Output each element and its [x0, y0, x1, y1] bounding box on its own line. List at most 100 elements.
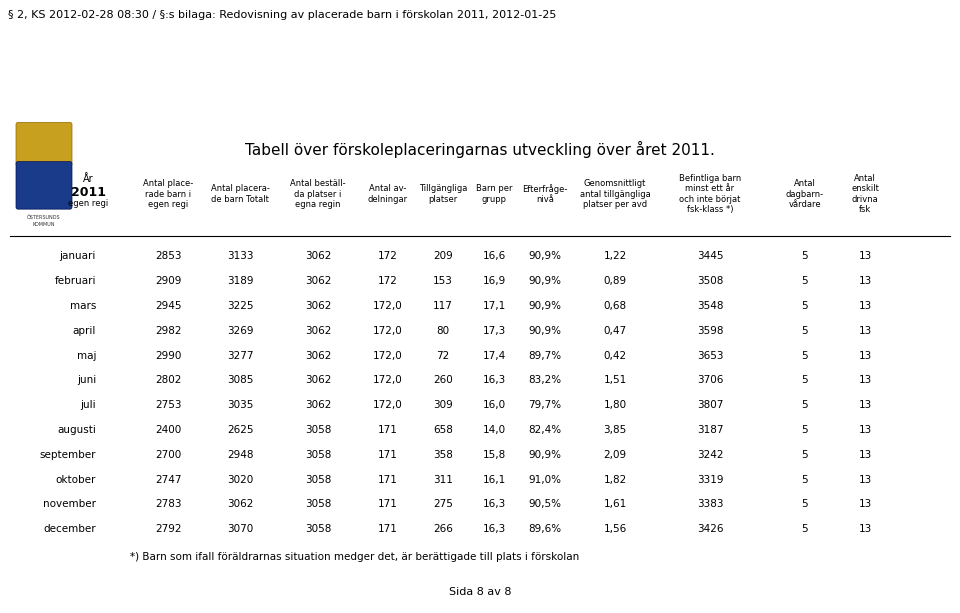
Text: 5: 5	[802, 524, 808, 534]
Text: 2400: 2400	[155, 425, 181, 435]
Text: 3062: 3062	[305, 400, 331, 410]
Text: 5: 5	[802, 375, 808, 386]
Text: 13: 13	[858, 375, 872, 386]
Text: 171: 171	[378, 500, 398, 509]
Text: egen regi: egen regi	[148, 200, 188, 209]
FancyBboxPatch shape	[16, 123, 72, 166]
Text: 3225: 3225	[227, 301, 253, 311]
Text: 17,3: 17,3	[482, 326, 506, 336]
Text: 3062: 3062	[305, 276, 331, 286]
Text: dagbarn-: dagbarn-	[786, 189, 824, 199]
Text: 13: 13	[858, 425, 872, 435]
Text: ÖSTERSUNDS: ÖSTERSUNDS	[27, 215, 60, 220]
Text: 2909: 2909	[155, 276, 181, 286]
Text: 14,0: 14,0	[483, 425, 506, 435]
Text: oktober: oktober	[56, 474, 96, 485]
Text: 89,7%: 89,7%	[528, 351, 562, 360]
Text: 16,3: 16,3	[482, 500, 506, 509]
Text: 13: 13	[858, 500, 872, 509]
Text: 16,3: 16,3	[482, 524, 506, 534]
Text: 2853: 2853	[155, 251, 181, 262]
Text: 275: 275	[433, 500, 453, 509]
Text: 16,6: 16,6	[482, 251, 506, 262]
Text: 260: 260	[433, 375, 453, 386]
Text: 0,68: 0,68	[604, 301, 627, 311]
Text: 13: 13	[858, 301, 872, 311]
Text: 3062: 3062	[305, 326, 331, 336]
Text: 2625: 2625	[227, 425, 253, 435]
Text: Antal placera-: Antal placera-	[210, 185, 270, 193]
Text: Tabell över förskoleplaceringarnas utveckling över året 2011.: Tabell över förskoleplaceringarnas utvec…	[245, 141, 715, 158]
Text: 658: 658	[433, 425, 453, 435]
Text: platser: platser	[428, 195, 458, 204]
Text: 171: 171	[378, 450, 398, 460]
Text: augusti: augusti	[58, 425, 96, 435]
Text: 5: 5	[802, 301, 808, 311]
Text: 358: 358	[433, 450, 453, 460]
Text: 3277: 3277	[227, 351, 253, 360]
Text: 172: 172	[378, 251, 398, 262]
Text: egna regin: egna regin	[296, 200, 341, 209]
Text: 3058: 3058	[305, 450, 331, 460]
Text: 2783: 2783	[155, 500, 181, 509]
Text: 172,0: 172,0	[373, 375, 403, 386]
Text: september: september	[39, 450, 96, 460]
Text: 5: 5	[802, 276, 808, 286]
Text: 3058: 3058	[305, 500, 331, 509]
Text: 2802: 2802	[155, 375, 181, 386]
Text: Antal beställ-: Antal beställ-	[290, 179, 346, 188]
Text: april: april	[73, 326, 96, 336]
Text: Barn per: Barn per	[476, 185, 513, 193]
Text: minst ett år: minst ett år	[685, 185, 734, 193]
Text: 5: 5	[802, 326, 808, 336]
Text: 172,0: 172,0	[373, 326, 403, 336]
Text: 15,8: 15,8	[482, 450, 506, 460]
Text: 3058: 3058	[305, 524, 331, 534]
Text: maj: maj	[77, 351, 96, 360]
Text: 3062: 3062	[305, 351, 331, 360]
Text: 90,9%: 90,9%	[529, 301, 562, 311]
Text: 13: 13	[858, 474, 872, 485]
Text: 3020: 3020	[227, 474, 253, 485]
Text: juli: juli	[81, 400, 96, 410]
Text: 5: 5	[802, 425, 808, 435]
Text: 90,9%: 90,9%	[529, 251, 562, 262]
Text: 17,1: 17,1	[482, 301, 506, 311]
Text: 5: 5	[802, 251, 808, 262]
Text: februari: februari	[55, 276, 96, 286]
Text: 2747: 2747	[155, 474, 181, 485]
Text: platser per avd: platser per avd	[583, 200, 647, 209]
Text: 171: 171	[378, 474, 398, 485]
Text: 2011: 2011	[70, 186, 106, 199]
Text: Sida 8 av 8: Sida 8 av 8	[448, 587, 512, 597]
FancyBboxPatch shape	[16, 162, 72, 209]
Text: november: november	[43, 500, 96, 509]
Text: 13: 13	[858, 326, 872, 336]
Text: 266: 266	[433, 524, 453, 534]
Text: 1,80: 1,80	[604, 400, 627, 410]
Text: 3070: 3070	[227, 524, 253, 534]
Text: Befintliga barn: Befintliga barn	[679, 174, 741, 183]
Text: 3653: 3653	[697, 351, 723, 360]
Text: mars: mars	[70, 301, 96, 311]
Text: 83,2%: 83,2%	[528, 375, 562, 386]
Text: 1,82: 1,82	[604, 474, 627, 485]
Text: 90,9%: 90,9%	[529, 326, 562, 336]
Text: 1,22: 1,22	[604, 251, 627, 262]
Text: 72: 72	[437, 351, 449, 360]
Text: 16,3: 16,3	[482, 375, 506, 386]
Text: *) Barn som ifall föräldrarnas situation medger det, är berättigade till plats i: *) Barn som ifall föräldrarnas situation…	[130, 552, 579, 562]
Text: § 2, KS 2012-02-28 08:30 / §:s bilaga: Redovisning av placerade barn i förskolan: § 2, KS 2012-02-28 08:30 / §:s bilaga: R…	[8, 10, 556, 20]
Text: 3269: 3269	[227, 326, 253, 336]
Text: 16,9: 16,9	[482, 276, 506, 286]
Text: 90,9%: 90,9%	[529, 276, 562, 286]
Text: juni: juni	[77, 375, 96, 386]
Text: 172,0: 172,0	[373, 351, 403, 360]
Text: 3062: 3062	[305, 251, 331, 262]
Text: 3058: 3058	[305, 425, 331, 435]
Text: 82,4%: 82,4%	[528, 425, 562, 435]
Text: 1,51: 1,51	[604, 375, 627, 386]
Text: 13: 13	[858, 251, 872, 262]
Text: 3035: 3035	[227, 400, 253, 410]
Text: da platser i: da platser i	[295, 189, 342, 199]
